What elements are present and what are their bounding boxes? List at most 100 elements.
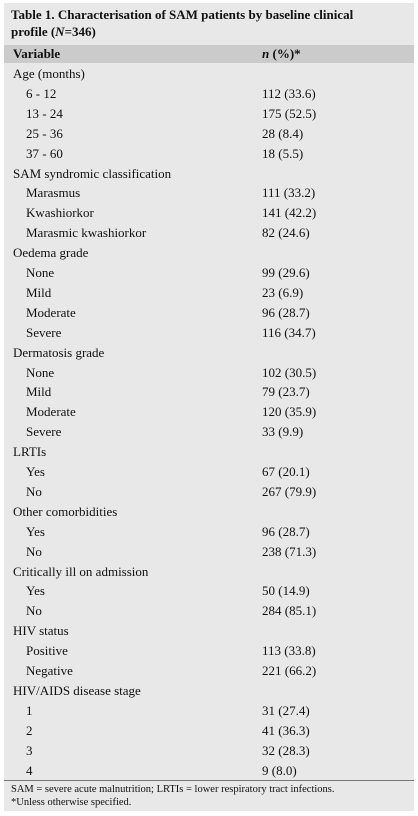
row-value: 116 (34.7)	[262, 324, 316, 340]
header-cell: n (%)*	[262, 45, 301, 63]
row-label: 25 - 36	[26, 125, 63, 141]
row-label: 6 - 12	[26, 85, 57, 101]
data-row: 25 - 36 28 (8.4)	[4, 124, 414, 144]
data-row: 1 31 (27.4)	[4, 701, 414, 721]
data-row: Marasmus 111 (33.2)	[4, 183, 414, 203]
text-segment: (%)*	[269, 46, 301, 61]
data-row: 13 - 24 175 (52.5)	[4, 104, 414, 124]
group-row: HIV status	[4, 621, 414, 641]
row-value: 267 (79.9)	[262, 483, 317, 499]
row-value: 112 (33.6)	[262, 85, 316, 101]
group-label: Oedema grade	[13, 245, 89, 261]
row-value: 284 (85.1)	[262, 603, 317, 619]
row-value: 99 (29.6)	[262, 265, 310, 280]
footnote: *Unless otherwise specified.	[11, 797, 132, 808]
row-value: 96 (28.7)	[262, 523, 310, 539]
data-row: Moderate 96 (28.7)	[4, 303, 414, 323]
table-title: Table 1. Characterisation of SAM patient…	[11, 6, 391, 40]
row-label: Moderate	[26, 404, 76, 420]
row-value: 18 (5.5)	[262, 145, 304, 161]
row-value: 41 (36.3)	[262, 722, 310, 738]
data-row: Yes 50 (14.9)	[4, 581, 414, 601]
data-row: 3 32 (28.3)	[4, 741, 414, 761]
group-row: Other comorbidities	[4, 502, 414, 522]
row-label: 13 - 24	[26, 105, 63, 121]
data-row: No 267 (79.9)	[4, 482, 414, 502]
text-segment: n	[262, 46, 270, 61]
row-value: 175 (52.5)	[262, 105, 317, 121]
row-label: Negative	[26, 663, 73, 678]
row-value: 67 (20.1)	[262, 464, 310, 479]
data-row: None 102 (30.5)	[4, 363, 414, 383]
row-value: 120 (35.9)	[262, 404, 317, 420]
row-label: 4	[26, 762, 33, 778]
data-row: 2 41 (36.3)	[4, 721, 414, 741]
row-label: Mild	[26, 384, 52, 400]
group-label: Other comorbidities	[13, 503, 118, 519]
row-label: None	[26, 364, 55, 380]
row-value: 82 (24.6)	[262, 225, 310, 241]
data-row: Moderate 120 (35.9)	[4, 402, 414, 422]
data-row: Negative 221 (66.2)	[4, 661, 414, 681]
group-row: Oedema grade	[4, 243, 414, 263]
data-row: 6 - 12 112 (33.6)	[4, 84, 414, 104]
table-panel: Table 1. Characterisation of SAM patient…	[4, 3, 414, 811]
row-value: 50 (14.9)	[262, 583, 310, 599]
row-label: None	[26, 265, 55, 280]
data-row: Mild 23 (6.9)	[4, 283, 414, 303]
header-cell: Variable	[13, 45, 60, 63]
group-label: HIV/AIDS disease stage	[13, 682, 141, 698]
row-label: No	[26, 543, 42, 559]
group-label: HIV status	[13, 623, 69, 639]
data-row: No 238 (71.3)	[4, 542, 414, 562]
row-label: Severe	[26, 324, 62, 340]
group-label: Critically ill on admission	[13, 563, 149, 579]
rule	[4, 780, 414, 781]
row-value: 28 (8.4)	[262, 125, 304, 141]
data-row: Severe 33 (9.9)	[4, 422, 414, 442]
row-value: 141 (42.2)	[262, 205, 317, 221]
data-row: Positive 113 (33.8)	[4, 641, 414, 661]
row-label: Marasmic kwashiorkor	[26, 225, 147, 241]
group-row: Critically ill on admission	[4, 562, 414, 582]
row-label: Kwashiorkor	[26, 205, 94, 221]
text-segment: Table 1. Characterisation of SAM patient…	[11, 7, 354, 39]
text-segment: Variable	[13, 46, 61, 61]
footnote: SAM = severe acute malnutrition; LRTIs =…	[11, 784, 335, 795]
row-label: Mild	[26, 284, 52, 300]
row-label: Positive	[26, 643, 68, 659]
row-value: 111 (33.2)	[262, 185, 316, 201]
row-value: 31 (27.4)	[262, 702, 310, 718]
row-value: 113 (33.8)	[262, 643, 316, 659]
row-label: Moderate	[26, 304, 76, 320]
text-segment: =346)	[64, 24, 96, 39]
row-label: Yes	[26, 464, 45, 479]
row-label: No	[26, 603, 42, 619]
row-value: 96 (28.7)	[262, 304, 310, 320]
data-row: Severe 116 (34.7)	[4, 323, 414, 343]
group-label: Dermatosis grade	[13, 344, 105, 360]
group-row: Age (months)	[4, 64, 414, 84]
row-label: 2	[26, 722, 33, 738]
row-value: 32 (28.3)	[262, 742, 310, 758]
row-value: 33 (9.9)	[262, 424, 304, 440]
group-row: SAM syndromic classification	[4, 164, 414, 184]
data-row: No 284 (85.1)	[4, 601, 414, 621]
group-row: LRTIs	[4, 442, 414, 462]
row-label: 1	[26, 702, 33, 718]
group-label: LRTIs	[13, 444, 47, 460]
data-row: 37 - 60 18 (5.5)	[4, 144, 414, 164]
row-value: 238 (71.3)	[262, 543, 317, 559]
data-row: Mild 79 (23.7)	[4, 382, 414, 402]
text-segment: N	[55, 24, 65, 39]
row-value: 79 (23.7)	[262, 384, 310, 400]
data-row: None 99 (29.6)	[4, 263, 414, 283]
data-row: 4 9 (8.0)	[4, 761, 414, 781]
data-row: Yes 96 (28.7)	[4, 522, 414, 542]
group-label: SAM syndromic classification	[13, 165, 172, 181]
row-value: 221 (66.2)	[262, 663, 317, 678]
header-row: Variable n (%)*	[4, 45, 414, 63]
row-label: 3	[26, 742, 33, 758]
row-value: 23 (6.9)	[262, 284, 304, 300]
